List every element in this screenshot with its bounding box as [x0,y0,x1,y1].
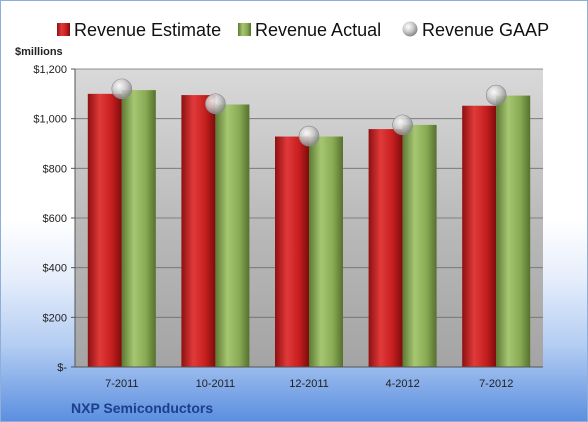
bars-layer [87,90,531,368]
marker-revenue-gaap [485,84,507,106]
bar-revenue-estimate [462,105,497,368]
legend: Revenue Estimate Revenue Actual Revenue … [57,20,549,40]
gaap-markers-layer [111,78,507,147]
x-tick-label: 4-2012 [385,378,419,390]
marker-revenue-gaap [392,114,413,136]
y-tick-label: $1,200 [33,64,67,76]
y-tick-label: $1,000 [33,114,67,126]
y-tick-label: $400 [43,263,67,275]
bar-revenue-estimate [181,95,216,367]
bar-revenue-estimate [87,93,122,367]
marker-revenue-gaap [205,93,226,115]
company-name: NXP Semiconductors [71,400,213,416]
x-tick-label: 12-2011 [289,378,329,390]
marker-revenue-gaap [298,125,320,147]
legend-label-gaap: Revenue GAAP [422,20,549,40]
legend-label-actual: Revenue Actual [255,20,381,40]
bar-revenue-estimate [275,136,309,367]
legend-swatch-gaap [402,21,418,37]
y-tick-label: $600 [43,213,67,225]
legend-swatch-estimate [57,23,70,36]
bar-revenue-estimate [368,129,403,367]
x-axis: 7-2011 10-2011 12-2011 4-2012 7-2012 [75,366,543,390]
x-tick-label: 7-2012 [479,378,513,390]
y-tick-label: $- [57,362,67,374]
bar-revenue-actual [215,104,250,368]
bar-revenue-actual [402,124,437,367]
bar-revenue-actual [309,136,343,367]
x-tick-label: 10-2011 [196,378,236,390]
x-tick-label: 7-2011 [105,378,138,390]
legend-swatch-actual [238,23,251,36]
y-tick-label: $200 [43,312,67,324]
bar-revenue-actual [496,95,531,368]
y-tick-label: $800 [43,163,67,175]
y-axis-unit-label: $millions [15,46,63,58]
legend-label-estimate: Revenue Estimate [74,20,221,40]
bar-revenue-actual [121,90,156,367]
marker-revenue-gaap [111,78,133,100]
y-axis: $- $200 $400 $600 $800 $1,000 $1,200 [33,64,76,374]
